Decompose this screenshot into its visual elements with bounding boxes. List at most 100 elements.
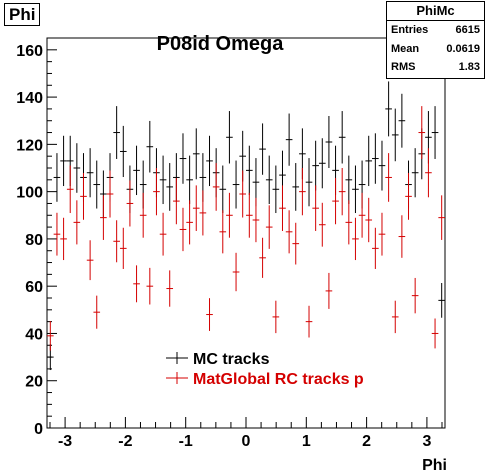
data-point: [133, 265, 140, 303]
data-point: [100, 195, 107, 240]
data-point: [93, 295, 101, 329]
data-point: [305, 305, 313, 338]
data-point: [80, 172, 87, 220]
data-point: [345, 155, 353, 205]
data-point: [106, 170, 114, 218]
x-tick-label: -1: [179, 433, 193, 450]
data-point: [272, 165, 280, 214]
data-point: [113, 106, 120, 159]
data-point: [358, 192, 366, 238]
stats-key: Mean: [391, 42, 420, 55]
data-point: [206, 298, 213, 331]
data-point: [345, 200, 353, 245]
stats-row: Entries 6615: [387, 21, 484, 40]
pad-corner-label: Phi: [4, 3, 41, 26]
stats-row: Mean 0.0619: [387, 40, 484, 59]
data-point: [425, 148, 432, 198]
data-point: [159, 212, 167, 256]
axes: 0 20 40 60 80 100 120 140 160 -3 -2 -1 0 1 2 3: [16, 37, 443, 450]
stats-key: Entries: [391, 24, 429, 36]
y-tick-label: 80: [25, 232, 43, 249]
data-point: [352, 165, 359, 214]
data-point: [93, 160, 101, 209]
data-point: [431, 318, 439, 349]
data-point: [338, 168, 346, 216]
data-point: [438, 195, 445, 240]
data-point: [119, 227, 127, 269]
stats-value: 1.83: [458, 61, 480, 73]
data-point: [299, 168, 306, 216]
data-point: [173, 177, 180, 225]
data-point: [232, 252, 240, 292]
x-tick-label: -3: [58, 433, 72, 450]
data-point: [405, 172, 412, 220]
data-point: [159, 155, 167, 205]
x-tick-label: 0: [242, 433, 251, 450]
data-point: [352, 217, 359, 261]
stats-row: RMS 1.83: [387, 58, 484, 77]
data-point: [219, 165, 227, 214]
data-point: [53, 212, 61, 256]
legend-label-rc: MatGlobal RC tracks p: [193, 371, 364, 388]
data-point: [332, 177, 339, 225]
data-point: [153, 168, 160, 216]
data-point: [119, 125, 127, 178]
y-tick-label: 120: [16, 137, 43, 154]
data-point: [166, 270, 174, 307]
data-point: [212, 163, 220, 211]
data-point: [391, 108, 399, 162]
y-tick-label: 140: [16, 90, 43, 107]
data-point: [325, 272, 333, 309]
data-point: [385, 81, 392, 137]
data-point: [219, 210, 227, 254]
data-point: [312, 140, 319, 191]
data-point: [73, 143, 81, 193]
legend-label-mc: MC tracks: [193, 351, 270, 368]
stats-value: 0.0619: [446, 42, 480, 55]
data-point: [232, 160, 240, 209]
data-point: [166, 163, 174, 211]
y-tick-label: 100: [16, 185, 43, 202]
data-point: [179, 207, 187, 252]
legend: MC tracks MatGlobal RC tracks p: [166, 351, 364, 388]
data-point: [60, 135, 67, 187]
data-point: [398, 215, 406, 258]
y-tick-label: 160: [16, 43, 43, 60]
data-point: [391, 300, 399, 334]
series-rc-tracks: [47, 106, 445, 351]
data-point: [113, 220, 120, 263]
data-point: [325, 116, 333, 168]
x-tick-label: 3: [422, 433, 431, 450]
data-point: [206, 135, 213, 187]
stats-title: PhiMc: [387, 2, 484, 21]
data-point: [411, 148, 419, 198]
data-point: [47, 321, 54, 351]
data-point: [285, 210, 293, 254]
data-point: [318, 202, 326, 247]
data-point: [226, 111, 233, 164]
data-point: [186, 155, 193, 205]
data-point: [66, 165, 74, 214]
data-point: [86, 240, 94, 281]
x-axis-label: Phi: [422, 457, 447, 474]
data-point: [60, 217, 67, 261]
data-point: [53, 153, 61, 202]
plot-frame: [46, 37, 446, 429]
data-point: [292, 163, 300, 211]
data-point: [318, 138, 326, 189]
data-point: [86, 148, 94, 198]
y-tick-label: 60: [25, 279, 43, 296]
data-point: [292, 222, 300, 265]
data-point: [285, 113, 293, 166]
data-point: [146, 267, 154, 305]
data-point: [279, 185, 286, 231]
data-point: [259, 237, 266, 278]
data-point: [246, 192, 253, 238]
data-point: [378, 140, 386, 191]
series-layer: [47, 81, 445, 371]
data-point: [438, 282, 445, 318]
data-point: [199, 190, 207, 236]
data-point: [192, 185, 200, 231]
stats-box: PhiMc Entries 6615 Mean 0.0619 RMS 1.83: [386, 1, 485, 79]
